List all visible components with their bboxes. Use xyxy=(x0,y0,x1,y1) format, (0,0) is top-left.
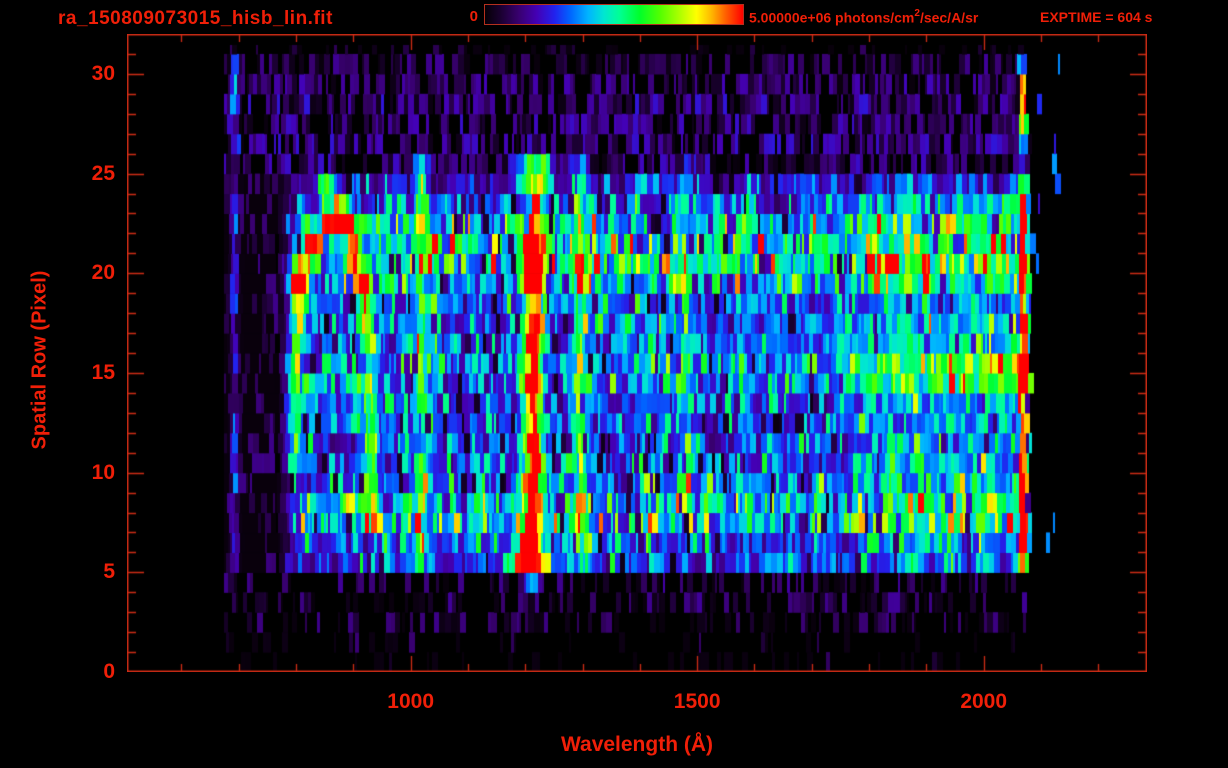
colorbar-min-label: 0 xyxy=(469,8,478,25)
y-tick-label: 25 xyxy=(91,161,115,185)
x-tick-label: 1000 xyxy=(387,690,434,713)
y-tick-label: 0 xyxy=(103,660,115,683)
spectral-heatmap-canvas xyxy=(127,34,1147,672)
x-tick-label: 2000 xyxy=(960,690,1008,713)
y-tick-label: 10 xyxy=(91,460,115,484)
y-tick-label: 30 xyxy=(91,61,115,85)
x-tick-label: 1500 xyxy=(673,690,721,713)
colorbar-units-suffix: /sec/A/sr xyxy=(919,9,979,26)
colorbar-max-value: 5.00000e+06 xyxy=(749,9,832,26)
colorbar-gradient xyxy=(484,4,744,25)
y-tick-label: 5 xyxy=(103,560,115,584)
y-tick-label: 15 xyxy=(91,360,115,384)
x-axis-title: Wavelength (Å) xyxy=(560,733,714,756)
colorbar-units-prefix: photons/cm xyxy=(831,9,915,26)
colorbar-max-label: 5.00000e+06 photons/cm2/sec/A/sr xyxy=(749,8,979,26)
colorbar-units-superscript: 2 xyxy=(914,8,920,19)
y-tick-label: 20 xyxy=(91,261,115,285)
exptime-label: EXPTIME = 604 s xyxy=(1040,9,1153,25)
file-name-title: ra_150809073015_hisb_lin.fit xyxy=(58,8,333,29)
